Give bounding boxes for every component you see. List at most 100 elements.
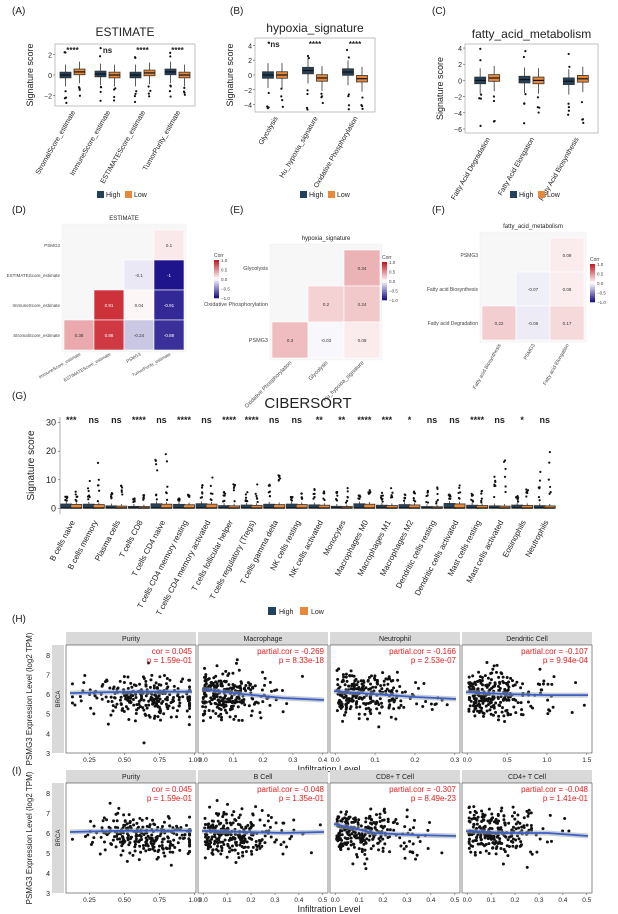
- panelC-ytick-label: 2: [458, 62, 462, 69]
- panelI-point: [89, 843, 93, 847]
- panelD-cbar-segment: [214, 260, 219, 263]
- panelI-point: [338, 831, 342, 835]
- panelI-point: [121, 849, 125, 853]
- panelI-point: [549, 839, 553, 843]
- panelH-point: [203, 666, 207, 670]
- panelH-point: [367, 675, 371, 679]
- panelH-point: [208, 685, 212, 689]
- panelI-point: [166, 840, 170, 844]
- panelH-point: [214, 711, 218, 715]
- panelD-cbar-segment: [214, 282, 219, 285]
- panelH-point: [338, 685, 342, 689]
- panelI-point: [368, 834, 372, 838]
- panelI-point: [499, 809, 503, 813]
- panelI-point: [511, 844, 515, 848]
- panelI-point: [219, 852, 223, 856]
- panelA-low-outlier: [113, 95, 116, 99]
- panelH-point: [120, 708, 124, 712]
- panelH-trend-line: [333, 690, 457, 700]
- panelF-cell-value: 0.17: [563, 321, 572, 326]
- panelI-point: [545, 840, 549, 844]
- panelH-tag: (H): [12, 614, 26, 625]
- panelI-point: [403, 856, 407, 860]
- panelI-point: [511, 805, 515, 809]
- panelA-low-outlier: [182, 90, 186, 93]
- panelI-point: [285, 845, 289, 849]
- panelE-cbar-segment: [382, 265, 387, 268]
- panelG-low-outlier: [391, 491, 394, 494]
- panelI-point: [410, 850, 414, 854]
- panelI-point: [246, 845, 250, 849]
- panelH-ytick-label: 6: [46, 692, 50, 699]
- panelH-point: [381, 671, 385, 675]
- panelG-low-outlier: [256, 483, 259, 486]
- panelI-point: [100, 826, 104, 830]
- panelH-facet-title: Macrophage: [244, 636, 283, 643]
- panelI-point: [237, 856, 241, 860]
- panelF-row-label: PSMG3: [460, 253, 478, 259]
- panelH-xtick-label: 0.3: [450, 757, 459, 764]
- panelH-point: [515, 680, 519, 684]
- panelG-xtick-label: Monocytes: [321, 519, 347, 557]
- panelB-ytick-label: 4: [248, 43, 252, 50]
- panelI-point: [168, 844, 172, 848]
- panelA-high-outlier: [99, 90, 102, 94]
- panelH-point: [115, 702, 119, 706]
- panelH-point: [219, 708, 223, 712]
- panelH-point: [378, 697, 382, 701]
- panelH-point: [336, 683, 340, 687]
- panelI-point: [363, 862, 367, 866]
- panelD-row-label: ImmuneScore_estimate: [12, 303, 60, 308]
- panelG-high-outlier: [199, 496, 202, 499]
- panelH-point: [153, 714, 157, 718]
- panelI-point: [147, 848, 151, 852]
- panelI-xtick-label: 0.0: [331, 897, 340, 904]
- panelI-point: [411, 842, 415, 846]
- panelH-point: [546, 698, 550, 702]
- panelI-point: [514, 846, 518, 850]
- panelI-point: [335, 838, 339, 842]
- panelF-cbar-tick: 0.0: [597, 281, 604, 286]
- panelA-high-outlier: [168, 90, 172, 93]
- panelI-point: [230, 844, 234, 848]
- panelE-row-label: Oxidative Phosphorylation: [204, 302, 268, 308]
- panelD-cell-value: 0.04: [135, 303, 144, 308]
- panelH-point: [347, 684, 351, 688]
- panelH-point: [222, 704, 226, 708]
- panelI-point: [116, 837, 120, 841]
- panelB-low-outlier: [320, 92, 323, 95]
- panelH-point: [382, 683, 386, 687]
- panelI-point: [412, 826, 416, 830]
- panelE-cbar-segment: [382, 290, 387, 293]
- panelH-point: [111, 709, 115, 713]
- panelH-point: [373, 678, 377, 682]
- panelI-point: [210, 835, 214, 839]
- panelH-point: [129, 681, 133, 685]
- panelH-point: [214, 680, 218, 684]
- panelI-point: [162, 820, 166, 824]
- panelH-point: [231, 671, 235, 675]
- panelF-cell: [515, 271, 551, 307]
- panelB-xtick-label: Glycolysis: [258, 115, 280, 146]
- panelH-point: [201, 712, 205, 716]
- panelH-point: [134, 696, 138, 700]
- panelG-sig-label: ns: [156, 415, 167, 425]
- panelI-point: [156, 855, 160, 859]
- panelG-low-outlier: [345, 499, 349, 503]
- panelG-high-outlier: [336, 494, 339, 497]
- panelI-point: [487, 807, 491, 811]
- panelI-point: [392, 828, 396, 832]
- panelB-high-outlier: [347, 95, 350, 98]
- panelI-point: [188, 849, 192, 853]
- panelH-point: [354, 702, 358, 706]
- panelH-point: [402, 705, 406, 709]
- panelG-high-outlier: [154, 459, 157, 462]
- panelH-cor-label: partial.cor = -0.166: [389, 647, 456, 656]
- panelC-ytick-label: 0: [458, 78, 462, 85]
- panelE-cbar-segment: [382, 288, 387, 291]
- panelC-plot-area: [464, 43, 599, 134]
- panelC-high-outlier: [523, 122, 526, 125]
- panelI-point: [103, 848, 107, 852]
- panelI-ytick-label: 6: [46, 831, 50, 838]
- panelI-point: [507, 845, 511, 849]
